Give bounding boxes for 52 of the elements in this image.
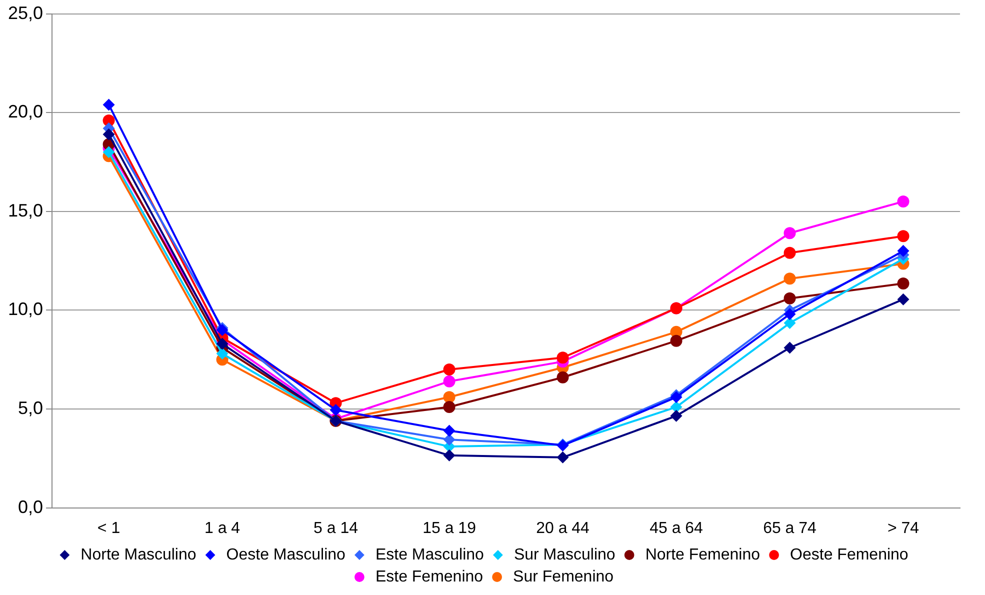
legend-label: Este Masculino bbox=[375, 546, 484, 564]
y-tick-label: 15,0 bbox=[8, 200, 44, 220]
y-tick-label: 25,0 bbox=[8, 2, 44, 23]
point bbox=[216, 348, 228, 360]
x-tick-label: < 1 bbox=[97, 520, 120, 537]
point bbox=[443, 391, 456, 404]
point bbox=[784, 246, 796, 259]
y-tick-label: 0,0 bbox=[18, 496, 44, 517]
point bbox=[556, 451, 569, 464]
point bbox=[784, 272, 796, 285]
point bbox=[897, 278, 910, 290]
legend-label: Sur Masculino bbox=[514, 546, 616, 564]
y-tick-label: 20,0 bbox=[8, 102, 44, 122]
point bbox=[897, 244, 910, 257]
x-tick-label: 15 a 19 bbox=[422, 520, 476, 537]
point bbox=[443, 424, 456, 437]
point bbox=[443, 401, 456, 414]
point bbox=[670, 334, 682, 347]
legend-label: Sur Femenino bbox=[513, 568, 614, 586]
point bbox=[897, 196, 910, 208]
point bbox=[897, 230, 910, 242]
x-tick-label: 1 a 4 bbox=[204, 520, 240, 537]
x-tick-label: 5 a 14 bbox=[314, 520, 358, 537]
point bbox=[556, 352, 569, 364]
point bbox=[443, 375, 456, 388]
point bbox=[784, 317, 796, 330]
point bbox=[443, 449, 456, 462]
point bbox=[784, 227, 796, 240]
legend-label: Norte Masculino bbox=[80, 546, 196, 564]
legend-label: Oeste Femenino bbox=[790, 546, 908, 564]
point bbox=[443, 434, 456, 446]
point bbox=[330, 404, 342, 416]
point bbox=[556, 371, 569, 384]
point bbox=[443, 363, 456, 376]
legend-label: Este Femenino bbox=[375, 568, 484, 586]
point bbox=[102, 98, 115, 111]
legend-label: Oeste Masculino bbox=[226, 546, 346, 564]
x-tick-label: 45 a 64 bbox=[650, 520, 704, 537]
point bbox=[216, 338, 228, 350]
point bbox=[102, 146, 115, 158]
point bbox=[784, 292, 796, 304]
legend-label: Norte Femenino bbox=[645, 546, 760, 564]
y-tick-label: 5,0 bbox=[18, 398, 44, 418]
y-tick-label: 10,0 bbox=[8, 299, 44, 320]
point bbox=[670, 410, 682, 422]
point bbox=[784, 308, 796, 320]
point bbox=[897, 293, 910, 306]
point bbox=[784, 342, 796, 354]
x-tick-label: 65 a 74 bbox=[763, 520, 817, 537]
point bbox=[102, 128, 115, 140]
x-tick-label: 20 a 44 bbox=[536, 520, 590, 537]
x-tick-label: > 74 bbox=[887, 520, 920, 537]
